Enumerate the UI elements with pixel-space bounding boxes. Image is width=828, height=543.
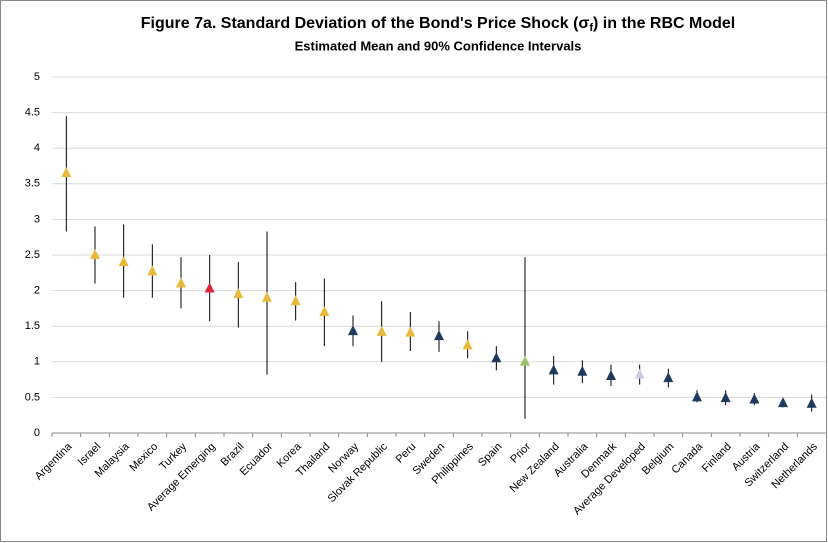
- mean-marker: [90, 249, 100, 259]
- y-tick-label: 5: [34, 71, 40, 83]
- mean-marker: [491, 352, 502, 363]
- mean-marker: [376, 325, 387, 336]
- mean-marker: [778, 397, 788, 408]
- mean-marker: [806, 397, 817, 408]
- y-tick-label: 3: [34, 213, 40, 225]
- mean-marker: [319, 305, 330, 316]
- mean-marker: [61, 167, 72, 178]
- mean-marker: [262, 291, 272, 302]
- mean-marker: [233, 288, 244, 299]
- y-tick-label: 3.5: [25, 178, 40, 190]
- mean-marker: [405, 326, 416, 337]
- y-tick-label: 1: [34, 356, 40, 368]
- title-part: ) in the RBC Model: [593, 15, 735, 32]
- y-tick-label: 4: [34, 142, 40, 154]
- mean-marker: [204, 282, 215, 293]
- mean-marker: [147, 265, 158, 276]
- y-tick-label: 4.5: [25, 107, 40, 119]
- title-subscript: f: [589, 22, 593, 34]
- mean-marker: [520, 355, 530, 366]
- y-tick-label: 1.5: [25, 320, 40, 332]
- y-tick-label: 2.5: [25, 249, 40, 261]
- mean-marker: [118, 256, 129, 267]
- chart-title: Figure 7a. Standard Deviation of the Bon…: [141, 15, 736, 34]
- mean-marker: [749, 393, 760, 404]
- mean-marker: [577, 365, 588, 376]
- y-tick-label: 2: [34, 285, 40, 297]
- mean-marker: [348, 325, 358, 336]
- mean-marker: [548, 364, 559, 375]
- mean-marker: [606, 370, 616, 381]
- mean-marker: [634, 368, 645, 379]
- mean-marker: [434, 330, 444, 341]
- mean-marker: [462, 339, 473, 350]
- mean-marker: [290, 295, 301, 306]
- mean-marker: [720, 392, 731, 403]
- mean-marker: [176, 277, 186, 288]
- y-tick-label: 0: [34, 427, 40, 439]
- title-part: Figure 7a. Standard Deviation of the Bon…: [141, 15, 590, 32]
- chart-subtitle: Estimated Mean and 90% Confidence Interv…: [295, 38, 582, 53]
- mean-marker: [663, 372, 674, 383]
- mean-marker: [692, 391, 702, 402]
- y-tick-label: 0.5: [25, 391, 40, 403]
